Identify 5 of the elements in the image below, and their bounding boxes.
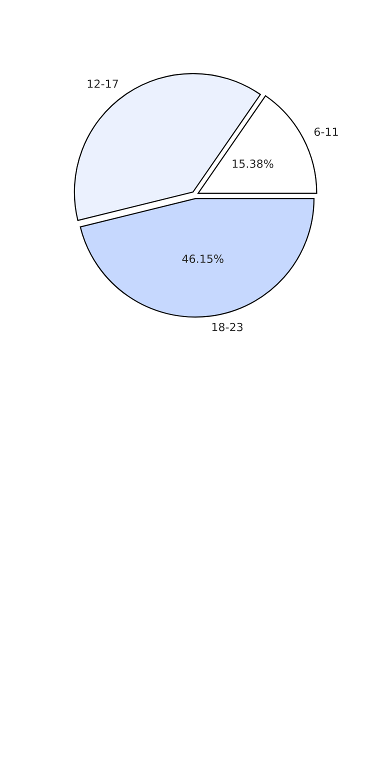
data-label: 15.38% — [232, 160, 274, 168]
slice-label: 18-23 — [212, 322, 243, 332]
slice-label: 12-17 — [88, 80, 118, 88]
data-label: 46.15% — [182, 254, 224, 263]
slice-label: 6-11 — [314, 128, 338, 136]
